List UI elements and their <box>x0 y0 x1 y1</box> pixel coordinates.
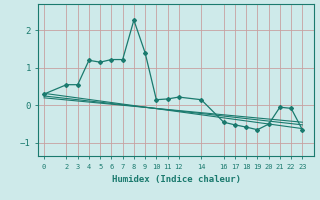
X-axis label: Humidex (Indice chaleur): Humidex (Indice chaleur) <box>111 175 241 184</box>
